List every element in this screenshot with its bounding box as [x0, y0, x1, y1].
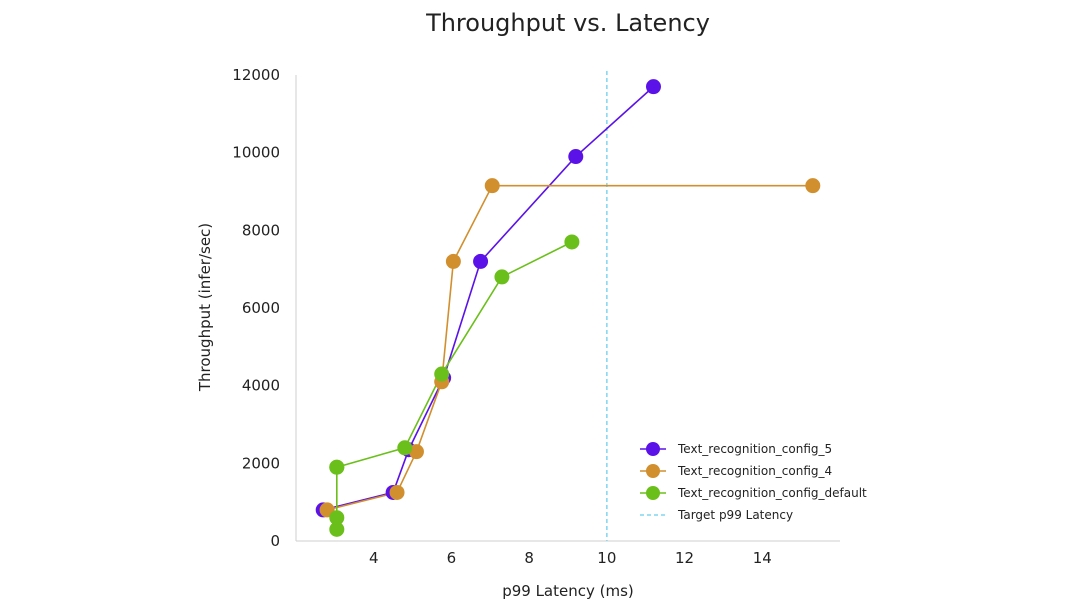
- legend-label-2: Text_recognition_config_default: [677, 486, 867, 500]
- x-tick-label: 10: [597, 549, 616, 567]
- data-point-series-1: [805, 178, 821, 194]
- data-point-series-2: [329, 510, 345, 526]
- series-line-2: [335, 241, 573, 530]
- x-tick-label: 8: [524, 549, 534, 567]
- legend-label-0: Text_recognition_config_5: [677, 442, 832, 456]
- data-point-series-2: [329, 521, 345, 537]
- data-point-series-1: [408, 444, 424, 460]
- legend-ref-label: Target p99 Latency: [677, 508, 793, 522]
- y-tick-label: 8000: [242, 221, 280, 239]
- y-tick-label: 4000: [242, 377, 280, 395]
- x-tick-label: 12: [675, 549, 694, 567]
- x-tick-label: 4: [369, 549, 379, 567]
- legend: Text_recognition_config_5 Text_recognitio…: [640, 442, 867, 522]
- legend-marker-0: [646, 442, 660, 456]
- chart-title: Throughput vs. Latency: [425, 9, 710, 37]
- data-point-series-1: [445, 253, 461, 269]
- legend-marker-2: [646, 486, 660, 500]
- data-point-series-1: [389, 484, 405, 500]
- data-point-series-2: [329, 459, 345, 475]
- x-axis-title: p99 Latency (ms): [502, 582, 634, 600]
- y-tick-label: 10000: [232, 144, 280, 162]
- y-tick-label: 12000: [232, 66, 280, 84]
- data-point-series-2: [397, 440, 413, 456]
- data-point-series-0: [645, 79, 661, 95]
- data-point-series-2: [564, 234, 580, 250]
- data-point-series-2: [434, 366, 450, 382]
- series-line-1: [326, 184, 813, 511]
- x-tick-label: 14: [753, 549, 772, 567]
- data-point-series-1: [484, 178, 500, 194]
- y-tick-label: 6000: [242, 299, 280, 317]
- x-tick-label: 6: [447, 549, 457, 567]
- y-axis-title: Throughput (infer/sec): [196, 223, 214, 392]
- y-tick-label: 0: [270, 532, 280, 550]
- data-point-series-0: [473, 253, 489, 269]
- plot-area: 0 2000 4000 6000 8000 10000 12000 4 6 8 10 12 14: [232, 66, 840, 567]
- legend-label-1: Text_recognition_config_4: [677, 464, 832, 478]
- data-point-series-2: [494, 269, 510, 285]
- data-point-series-0: [568, 149, 584, 165]
- y-tick-label: 2000: [242, 454, 280, 472]
- legend-marker-1: [646, 464, 660, 478]
